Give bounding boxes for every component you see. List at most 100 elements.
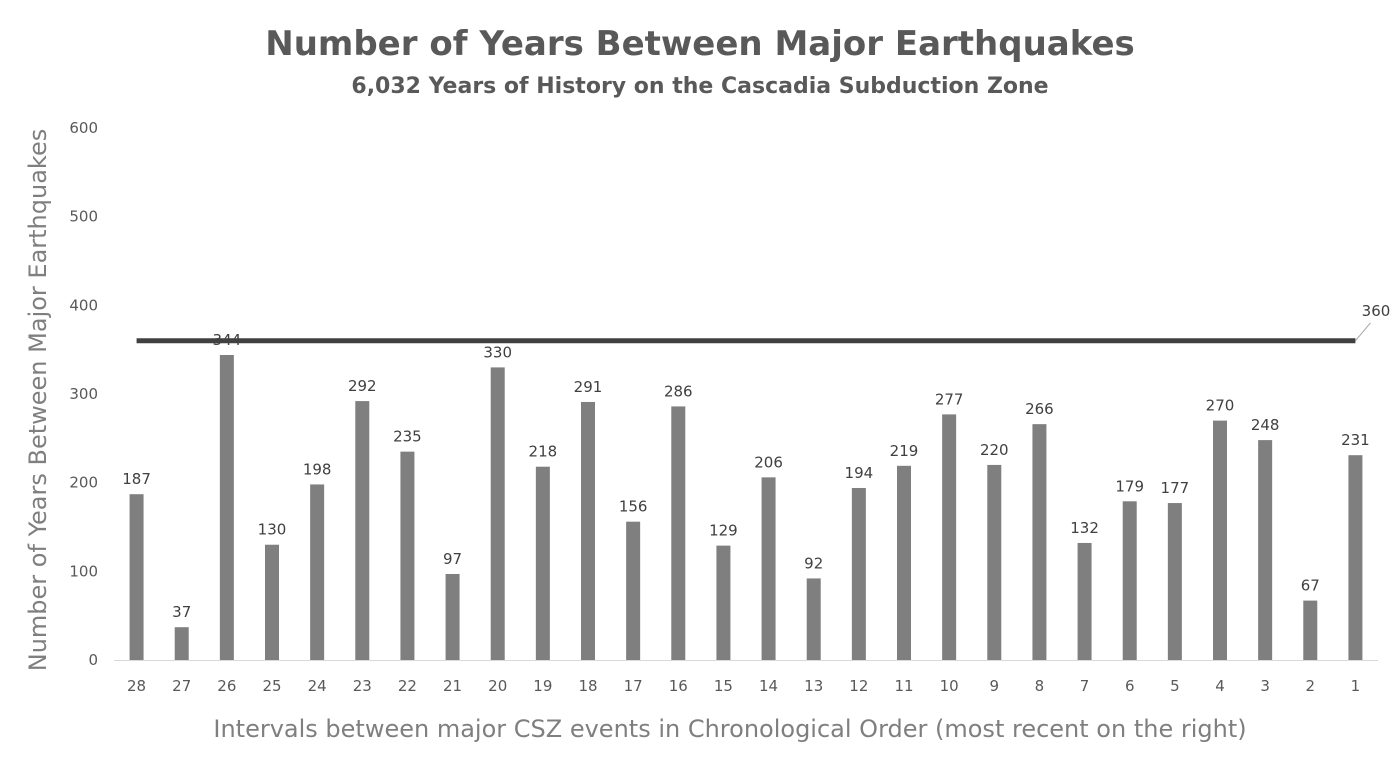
bar (987, 464, 1002, 660)
bar (581, 401, 595, 660)
bar-data-label: 67 (1301, 577, 1320, 595)
bar (851, 487, 866, 660)
bar-data-label: 198 (303, 460, 332, 478)
bar (1077, 542, 1092, 660)
bar-data-label: 129 (709, 522, 738, 540)
x-axis-title: Intervals between major CSZ events in Ch… (213, 715, 1246, 743)
x-tick-label: 5 (1170, 677, 1180, 695)
y-tick-label: 300 (69, 385, 98, 403)
bar-data-label: 286 (664, 382, 693, 400)
x-tick-label: 28 (127, 677, 146, 695)
bar (761, 477, 776, 660)
x-tick-label: 20 (488, 677, 507, 695)
bar-data-label: 266 (1025, 400, 1054, 418)
chart-subtitle: 6,032 Years of History on the Cascadia S… (351, 74, 1048, 99)
x-tick-label: 9 (990, 677, 1000, 695)
y-tick-label: 400 (69, 296, 98, 314)
x-tick-label: 21 (443, 677, 462, 695)
x-tick-label: 15 (714, 677, 733, 695)
x-tick-label: 13 (804, 677, 823, 695)
x-tick-label: 7 (1080, 677, 1090, 695)
bar-data-label: 220 (980, 441, 1009, 459)
bar-data-label: 235 (393, 428, 422, 446)
bar (1213, 420, 1227, 660)
y-tick-label: 200 (69, 474, 98, 492)
y-tick-label: 600 (69, 119, 98, 137)
bar (1303, 600, 1318, 660)
bar (310, 484, 325, 660)
x-tick-label: 19 (533, 677, 552, 695)
bar-data-label: 292 (348, 377, 377, 395)
reference-line-label: 360 (1362, 302, 1391, 320)
y-tick-label: 500 (69, 208, 98, 226)
x-tick-label: 23 (353, 677, 372, 695)
bar-data-label: 179 (1115, 477, 1144, 495)
bar (806, 578, 821, 660)
x-tick-label: 22 (398, 677, 417, 695)
x-tick-label: 18 (578, 677, 597, 695)
y-tick-label: 0 (88, 651, 98, 669)
bar (400, 451, 415, 660)
y-tick-label: 100 (69, 562, 98, 580)
x-tick-label: 6 (1125, 677, 1135, 695)
reference-line-group: 360 (136, 302, 1391, 344)
bar (265, 544, 279, 660)
x-tick-label: 4 (1215, 677, 1225, 695)
bar-data-label: 130 (258, 521, 287, 539)
x-tick-label: 2 (1306, 677, 1316, 695)
bar-data-label: 248 (1251, 416, 1280, 434)
bar-data-label: 219 (890, 442, 919, 460)
bar (445, 573, 460, 660)
bar (1258, 440, 1273, 660)
x-tick-label: 12 (849, 677, 868, 695)
bar-data-label: 194 (845, 464, 874, 482)
x-tick-label: 27 (172, 677, 191, 695)
x-tick-label: 8 (1035, 677, 1045, 695)
bar (535, 466, 550, 660)
bar-data-label: 330 (483, 343, 512, 361)
bar-data-label: 231 (1341, 431, 1370, 449)
x-tick-label: 24 (308, 677, 327, 695)
bar-data-label: 187 (122, 470, 151, 488)
bar (355, 401, 370, 660)
y-axis-ticks: 0 100 200 300 400 500 600 (69, 119, 98, 669)
x-tick-label: 25 (262, 677, 281, 695)
bar-data-label: 156 (619, 498, 648, 516)
x-tick-label: 11 (894, 677, 913, 695)
bar (626, 521, 641, 660)
bar (716, 545, 731, 660)
bar (671, 406, 686, 660)
bar (1122, 501, 1137, 660)
x-tick-label: 3 (1260, 677, 1270, 695)
x-tick-label: 10 (940, 677, 959, 695)
bar (1032, 424, 1047, 660)
bar-data-label: 37 (172, 603, 191, 621)
x-tick-label: 17 (624, 677, 643, 695)
bar (129, 494, 144, 660)
bar-data-label: 218 (529, 443, 558, 461)
bar-data-label: 92 (804, 554, 823, 572)
bar (219, 354, 234, 660)
bar-data-label: 206 (754, 453, 783, 471)
x-axis-ticks: 28 27 26 25 24 23 22 21 20 19 18 17 16 15 14 13 12 11 10 9 8… (127, 677, 1360, 695)
bar (174, 627, 189, 660)
bar (1348, 455, 1363, 660)
bar-data-label: 97 (443, 550, 462, 568)
x-tick-label: 26 (217, 677, 236, 695)
y-axis-title: Number of Years Between Major Earthquake… (24, 129, 52, 671)
bar (1167, 503, 1182, 660)
bar-data-label: 177 (1161, 479, 1190, 497)
bar-data-label: 277 (935, 390, 964, 408)
x-tick-label: 1 (1351, 677, 1361, 695)
bars (129, 354, 1363, 660)
bar (897, 465, 911, 660)
reference-line-leader (1355, 322, 1371, 342)
bar-data-label: 270 (1206, 397, 1235, 415)
bar-data-label: 291 (574, 378, 603, 396)
bar-data-labels: 1873734413019829223597330218291156286129… (122, 331, 1369, 621)
x-tick-label: 14 (759, 677, 778, 695)
x-tick-label: 16 (669, 677, 688, 695)
chart-title: Number of Years Between Major Earthquake… (265, 24, 1135, 64)
